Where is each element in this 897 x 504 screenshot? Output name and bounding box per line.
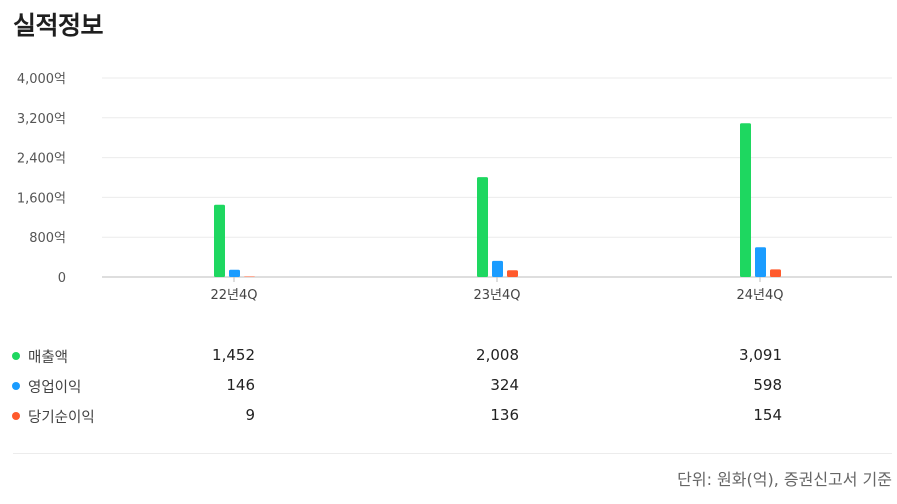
bar-sales (477, 177, 488, 277)
y-tick-label: 3,200억 (17, 112, 66, 127)
op-dot-icon (12, 382, 20, 390)
table-row-net: 당기순이익 9 136 154 (0, 403, 897, 427)
table-cell: 2,008 (476, 346, 519, 364)
bar-net-profit (507, 270, 518, 277)
table-cell: 598 (753, 376, 782, 394)
table-cell: 9 (245, 406, 255, 424)
row-label: 영업이익 (28, 380, 82, 396)
unit-footnote: 단위: 원화(억), 증권신고서 기준 (677, 470, 892, 489)
table-row-sales: 매출액 1,452 2,008 3,091 (0, 343, 897, 367)
table-cell: 3,091 (739, 346, 782, 364)
y-tick-label: 1,600억 (17, 191, 66, 206)
bar-operating-profit (492, 260, 503, 277)
table-cell: 1,452 (212, 346, 255, 364)
y-tick-label: 2,400억 (17, 152, 66, 167)
table-cell: 154 (753, 406, 782, 424)
table-row-op: 영업이익 146 324 598 (0, 373, 897, 397)
bar-sales (214, 204, 225, 277)
sales-dot-icon (12, 352, 20, 360)
y-tick-label: 0 (58, 271, 66, 286)
bar-net-profit (770, 269, 781, 277)
bar-net-profit (244, 276, 255, 277)
y-tick-label: 4,000억 (17, 72, 66, 87)
table-cell: 146 (226, 376, 255, 394)
bar-operating-profit (755, 247, 766, 277)
table-cell: 136 (490, 406, 519, 424)
row-label: 당기순이익 (28, 410, 95, 426)
chart-title: 실적정보 (13, 11, 104, 40)
x-tick-label: 22년4Q (210, 288, 257, 303)
x-tick-label: 24년4Q (736, 288, 783, 303)
divider (13, 453, 892, 454)
y-tick-label: 800억 (29, 231, 66, 246)
bar-sales (740, 123, 751, 277)
row-label: 매출액 (28, 350, 69, 366)
bar-operating-profit (229, 269, 240, 277)
bar-chart: 0 800억 1,600억 2,400억 3,200억 4,000억 22년4Q 23년4Q 2… (17, 72, 892, 303)
x-tick-label: 23년4Q (473, 288, 520, 303)
net-dot-icon (12, 412, 20, 420)
table-cell: 324 (490, 376, 519, 394)
